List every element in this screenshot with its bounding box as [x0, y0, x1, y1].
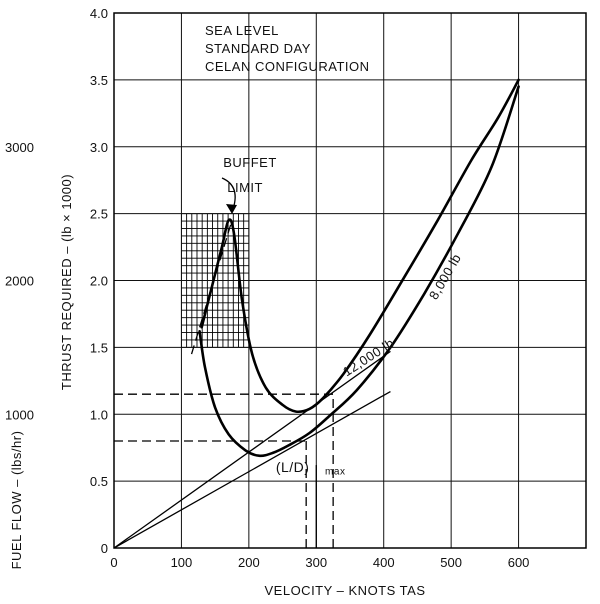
tangent-line-2	[113, 350, 391, 549]
x-tick-label: 0	[110, 555, 117, 570]
fuel-flow-tick-label: 2000	[5, 274, 34, 289]
y-tick-label: 1.0	[90, 407, 108, 422]
fuel-flow-tick-label: 3000	[5, 140, 34, 155]
y-tick-label: 0.5	[90, 474, 108, 489]
x-tick-label: 200	[238, 555, 260, 570]
x-tick-label: 500	[440, 555, 462, 570]
series-line-12000-lb	[200, 78, 520, 414]
annotation-text: BUFFET	[223, 155, 277, 170]
x-axis-ticks: 0 100 200 300 400 500 600	[110, 555, 529, 570]
annotation-line-1: SEA LEVEL	[205, 23, 279, 38]
x-tick-label: 100	[171, 555, 193, 570]
y-tick-label: 4.0	[90, 6, 108, 21]
fuel-flow-ticks: 1000 2000 3000	[5, 140, 34, 423]
series-line-8000-lb	[198, 85, 520, 458]
y-tick-label: 3.5	[90, 73, 108, 88]
dashed-reference-lines	[114, 220, 334, 548]
tangent-lines	[113, 350, 391, 549]
fuel-flow-tick-label: 1000	[5, 407, 34, 422]
annotation-text: 12,000 lb	[340, 335, 397, 379]
thrust-curves	[198, 78, 520, 458]
fuel-flow-axis-label: FUEL FLOW – (lbs/hr)	[9, 431, 24, 570]
annotation-text: LIMIT	[227, 180, 263, 195]
annotation-text: (L/D)	[276, 459, 310, 475]
y-axis-label: THRUST REQUIRED – (lb × 1000)	[59, 174, 74, 390]
y-axis-ticks: 0 0.5 1.0 1.5 2.0 2.5 3.0 3.5 4.0	[90, 6, 108, 556]
x-tick-label: 300	[305, 555, 327, 570]
x-axis-label: VELOCITY – KNOTS TAS	[265, 583, 426, 598]
y-tick-label: 2.5	[90, 207, 108, 222]
buffet-limit-arrowhead	[226, 204, 237, 214]
y-tick-label: 2.0	[90, 274, 108, 289]
y-tick-label: 1.5	[90, 340, 108, 355]
y-tick-label: 0	[101, 541, 108, 556]
annotation-line-3: CELAN CONFIGURATION	[205, 59, 370, 74]
annotation-text: max	[325, 466, 345, 477]
dashed-line-5	[190, 220, 233, 355]
x-tick-label: 400	[373, 555, 395, 570]
y-tick-label: 3.0	[90, 140, 108, 155]
annotation-line-2: STANDARD DAY	[205, 41, 311, 56]
plot-frame	[113, 12, 587, 549]
x-tick-label: 600	[508, 555, 530, 570]
tangent-line-1	[113, 390, 391, 549]
